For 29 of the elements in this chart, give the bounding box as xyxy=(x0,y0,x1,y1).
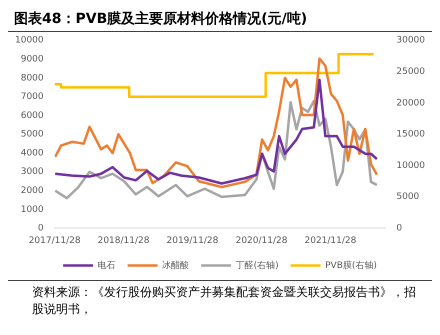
y-tick-label: 2000 xyxy=(20,186,44,196)
legend-label: 电石 xyxy=(98,260,116,271)
x-tick-label: 2020/11/28 xyxy=(236,236,288,246)
y-tick-label: 1000 xyxy=(20,204,44,215)
y2-tick-label: 0 xyxy=(396,224,402,234)
chart-title: 图表48：PVB膜及主要原材料价格情况(元/吨) xyxy=(8,8,432,32)
y2-tick-label: 5000 xyxy=(396,192,420,202)
x-tick-label: 2018/11/28 xyxy=(98,236,150,246)
y-tick-label: 6000 xyxy=(20,110,44,121)
legend-label: PVB膜(右轴) xyxy=(325,260,377,271)
y-tick-label: 9000 xyxy=(20,54,44,65)
y2-tick-label: 15000 xyxy=(396,130,426,140)
legend-label: 冰醋酸 xyxy=(162,260,190,271)
x-tick-label: 2019/11/28 xyxy=(166,236,219,246)
legend-label: 丁醛(右轴) xyxy=(236,260,279,271)
y-tick-label: 8000 xyxy=(20,73,44,84)
y-tick-label: 4000 xyxy=(20,148,44,158)
y-tick-label: 0 xyxy=(38,224,44,234)
y2-tick-label: 25000 xyxy=(396,67,426,78)
y-tick-label: 5000 xyxy=(20,130,44,140)
y2-tick-label: 30000 xyxy=(396,36,426,46)
y-tick-label: 10000 xyxy=(14,36,44,46)
x-tick-label: 2021/11/28 xyxy=(304,236,357,246)
text: 资料来源：《发行股份购买资产并募集配套资金暨关联交易报告书》，招股说明书， xyxy=(8,280,432,318)
y2-tick-label: 10000 xyxy=(396,160,426,171)
y2-tick-label: 20000 xyxy=(396,98,426,108)
y-tick-label: 3000 xyxy=(20,167,44,178)
y-tick-label: 7000 xyxy=(20,92,44,102)
x-tick-label: 2017/11/28 xyxy=(28,236,81,246)
